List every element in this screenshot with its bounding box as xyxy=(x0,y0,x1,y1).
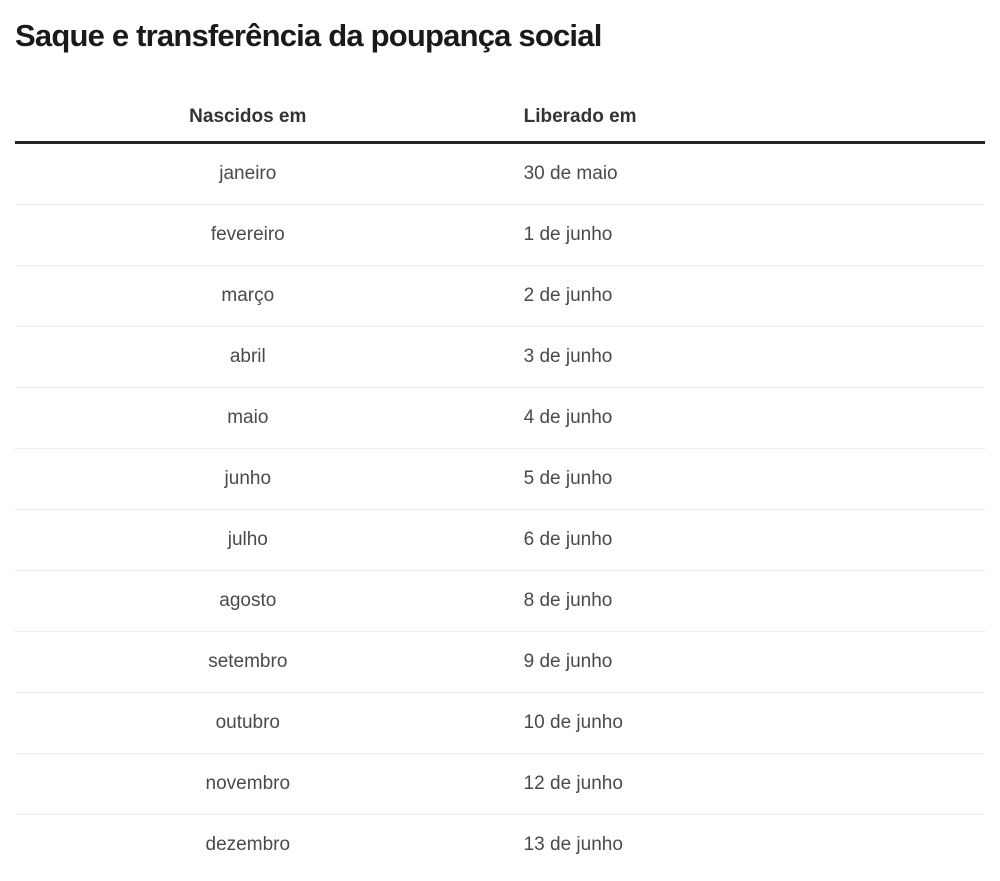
cell-release-date: 12 de junho xyxy=(480,753,985,815)
cell-release-date: 8 de junho xyxy=(480,570,985,632)
cell-born-month: fevereiro xyxy=(15,204,481,266)
table-row: julho 6 de junho xyxy=(15,509,985,571)
cell-born-month: abril xyxy=(15,326,481,388)
cell-release-date: 30 de maio xyxy=(523,163,618,184)
cell-release-date: 13 de junho xyxy=(480,814,985,875)
cell-born-month: dezembro xyxy=(15,814,481,875)
column-header-born-in: Nascidos em xyxy=(15,93,481,144)
cell-born-month: julho xyxy=(15,509,481,571)
cell-release-date: 10 de junho xyxy=(480,692,985,754)
table-row: março 2 de junho xyxy=(15,265,985,327)
table-row: janeiro 30 de maio xyxy=(15,143,985,205)
table-row: setembro 9 de junho xyxy=(15,631,985,693)
cell-born-month: janeiro xyxy=(219,163,277,184)
cell-born-month: outubro xyxy=(15,692,481,754)
table-header: Nascidos em Liberado em xyxy=(15,93,985,144)
cell-born-month: junho xyxy=(15,448,481,510)
cell-release-date: 5 de junho xyxy=(480,448,985,510)
cell-born-month: agosto xyxy=(15,570,481,632)
cell-release-date: 3 de junho xyxy=(480,326,985,388)
cell-release-date: 9 de junho xyxy=(480,631,985,693)
table-row: maio 4 de junho xyxy=(15,387,985,449)
cell-born-month: maio xyxy=(15,387,481,449)
cell-release-date: 4 de junho xyxy=(480,387,985,449)
schedule-table: Nascidos em Liberado em janeiro 30 de mai… xyxy=(15,93,985,875)
page-title: Saque e transferência da poupança social xyxy=(15,18,602,53)
cell-born-month: setembro xyxy=(15,631,481,693)
table-row: outubro 10 de junho xyxy=(15,692,985,754)
table-row: dezembro 13 de junho xyxy=(15,814,985,875)
cell-release-date: 1 de junho xyxy=(480,204,985,266)
column-header-released-on: Liberado em xyxy=(480,93,985,144)
cell-born-month: novembro xyxy=(15,753,481,815)
table-row: agosto 8 de junho xyxy=(15,570,985,632)
cell-release-date: 2 de junho xyxy=(480,265,985,327)
table-body: janeiro 30 de maio fevereiro 1 de junho març… xyxy=(15,143,985,875)
table-row: junho 5 de junho xyxy=(15,448,985,510)
table-row: abril 3 de junho xyxy=(15,326,985,388)
table-row: fevereiro 1 de junho xyxy=(15,204,985,266)
table-row: novembro 12 de junho xyxy=(15,753,985,815)
cell-release-date: 6 de junho xyxy=(480,509,985,571)
cell-born-month: março xyxy=(15,265,481,327)
header-row: Nascidos em Liberado em xyxy=(15,93,985,144)
